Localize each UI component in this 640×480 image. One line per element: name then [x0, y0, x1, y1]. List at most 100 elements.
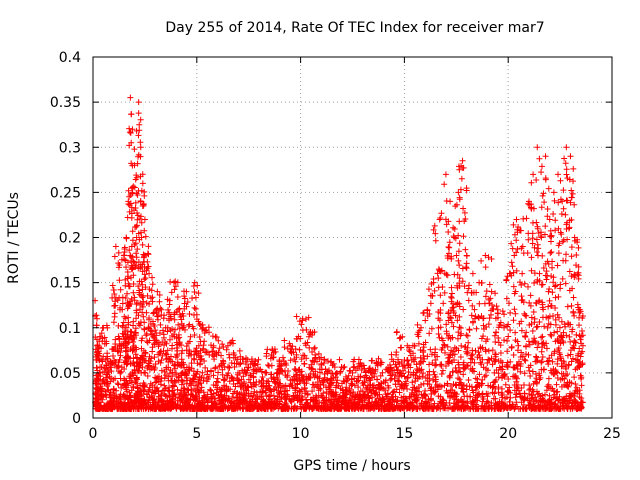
data-point — [226, 339, 233, 346]
data-point — [520, 215, 527, 222]
data-point — [149, 274, 156, 281]
data-point — [151, 340, 158, 347]
data-point — [305, 314, 312, 321]
data-point — [271, 346, 278, 353]
data-point — [146, 384, 153, 391]
data-point — [554, 262, 561, 269]
data-point — [142, 233, 149, 240]
data-point — [227, 386, 234, 393]
data-point — [97, 333, 104, 340]
data-point — [239, 356, 246, 363]
data-point — [350, 388, 357, 395]
data-point — [257, 388, 264, 395]
data-point — [528, 254, 535, 261]
data-point — [119, 294, 126, 301]
data-point — [346, 387, 353, 394]
data-point — [93, 312, 100, 319]
data-point — [131, 297, 138, 304]
data-point — [276, 362, 283, 369]
data-point — [292, 345, 299, 352]
data-point — [146, 360, 153, 367]
data-point — [121, 246, 128, 253]
data-point — [186, 321, 193, 328]
data-point — [292, 358, 299, 365]
data-point — [219, 371, 226, 378]
data-point — [130, 339, 137, 346]
data-point — [173, 370, 180, 377]
data-point — [311, 344, 318, 351]
data-point — [202, 327, 209, 334]
data-point — [155, 351, 162, 358]
data-point — [255, 356, 262, 363]
data-point — [302, 404, 309, 411]
data-point — [366, 365, 373, 372]
data-point — [544, 324, 551, 331]
data-point — [212, 364, 219, 371]
data-point — [121, 256, 128, 263]
data-point — [192, 396, 199, 403]
data-point — [124, 259, 131, 266]
data-point — [123, 384, 130, 391]
data-point — [303, 380, 310, 387]
data-point — [111, 310, 118, 317]
data-point — [455, 189, 462, 196]
data-point — [476, 300, 483, 307]
data-point — [158, 391, 165, 398]
data-point — [192, 305, 199, 312]
data-point — [193, 348, 200, 355]
data-point — [134, 160, 141, 167]
data-point — [528, 314, 535, 321]
data-point — [160, 315, 167, 322]
data-point — [192, 348, 199, 355]
data-point — [200, 346, 207, 353]
data-point — [357, 360, 364, 367]
data-point — [208, 342, 215, 349]
y-tick-label: 0.4 — [59, 50, 81, 66]
data-point — [129, 264, 136, 271]
data-point — [169, 325, 176, 332]
data-point — [536, 155, 543, 162]
data-point — [104, 350, 111, 357]
data-point — [281, 388, 288, 395]
data-point — [320, 381, 327, 388]
data-point — [287, 397, 294, 404]
data-point — [172, 378, 179, 385]
data-point — [460, 371, 467, 378]
data-point — [186, 401, 193, 408]
data-point — [144, 250, 151, 257]
data-point — [197, 322, 204, 329]
data-point — [289, 382, 296, 389]
data-point — [141, 396, 148, 403]
data-point — [128, 387, 135, 394]
data-point — [542, 175, 549, 182]
data-point — [296, 398, 303, 405]
data-point — [458, 342, 465, 349]
data-point — [98, 364, 105, 371]
data-point — [531, 315, 538, 322]
data-point — [502, 381, 509, 388]
x-tick-label: 15 — [395, 426, 413, 442]
data-point — [336, 356, 343, 363]
data-point — [104, 324, 111, 331]
data-point — [178, 356, 185, 363]
data-point — [362, 369, 369, 376]
data-point — [134, 212, 141, 219]
data-point — [191, 279, 198, 286]
data-point — [420, 347, 427, 354]
data-point — [219, 386, 226, 393]
data-point — [132, 344, 139, 351]
data-point — [187, 333, 194, 340]
data-point — [130, 289, 137, 296]
data-point — [146, 314, 153, 321]
data-point — [233, 402, 240, 409]
data-point — [262, 387, 269, 394]
data-point — [135, 132, 142, 139]
data-point — [298, 356, 305, 363]
data-point — [460, 233, 467, 240]
data-point — [141, 325, 148, 332]
data-point — [376, 391, 383, 398]
data-point — [114, 363, 121, 370]
data-point — [568, 253, 575, 260]
data-point — [193, 392, 200, 399]
data-point — [543, 276, 550, 283]
